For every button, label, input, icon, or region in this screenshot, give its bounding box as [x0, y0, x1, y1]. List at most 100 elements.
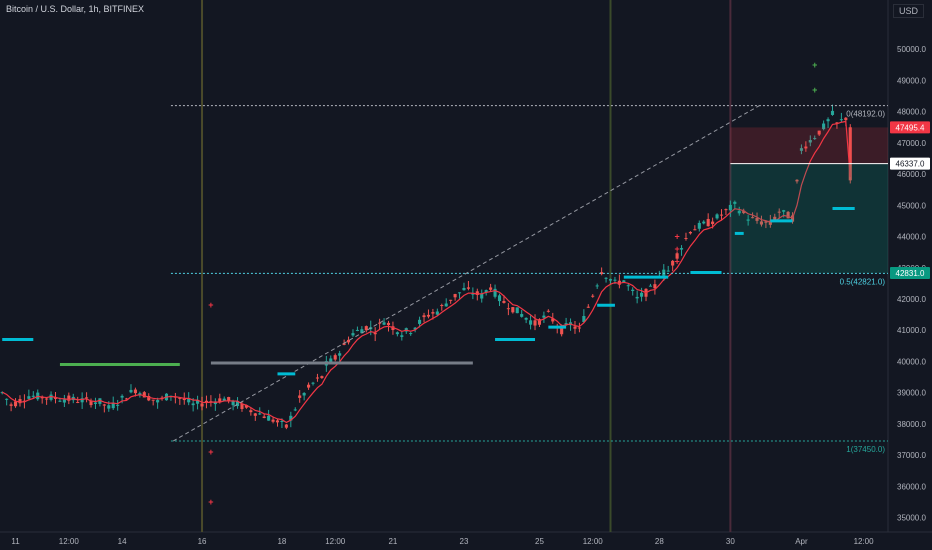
- candle-body: [351, 333, 355, 336]
- candle-body: [702, 221, 706, 224]
- candle-body: [422, 315, 426, 318]
- y-tick-label: 35000.0: [897, 514, 926, 523]
- candle-body: [511, 307, 515, 313]
- signal-marker: +: [674, 232, 679, 242]
- candle-body: [289, 415, 293, 421]
- candle-body: [466, 287, 470, 289]
- candle-body: [693, 229, 697, 231]
- candle-body: [227, 397, 231, 401]
- y-tick-label: 40000.0: [897, 357, 926, 366]
- candle-body: [848, 127, 852, 181]
- stop-loss-zone: [730, 127, 888, 164]
- candle-body: [622, 280, 626, 283]
- candle-body: [147, 395, 151, 401]
- candle-body: [662, 269, 666, 276]
- candle-body: [244, 405, 248, 408]
- session-line: [729, 0, 732, 532]
- candle-body: [76, 401, 80, 403]
- candle-body: [49, 394, 53, 400]
- candle-body: [80, 398, 84, 403]
- candle-body: [378, 322, 382, 324]
- candle-body: [311, 382, 315, 384]
- x-tick-label: 11: [11, 537, 20, 546]
- candle-body: [31, 395, 35, 397]
- candle-body: [444, 303, 448, 307]
- candle-body: [249, 410, 253, 413]
- trend-line: [172, 105, 760, 442]
- y-tick-label: 50000.0: [897, 45, 926, 54]
- candle-body: [786, 211, 790, 219]
- candle-body: [124, 398, 129, 400]
- x-tick-label: 23: [460, 537, 469, 546]
- candle-body: [755, 218, 759, 221]
- candle-body: [418, 319, 422, 324]
- candle-body: [271, 419, 275, 422]
- currency-unit-label[interactable]: USD: [892, 4, 924, 18]
- candle-body: [635, 296, 639, 299]
- candle-body: [200, 403, 204, 407]
- candle-body: [395, 332, 399, 335]
- candle-body: [307, 384, 311, 388]
- x-tick-label: 25: [535, 537, 544, 546]
- candle-body: [258, 413, 262, 415]
- candle-body: [715, 214, 719, 219]
- candle-body: [582, 315, 586, 323]
- y-tick-label: 36000.0: [897, 482, 926, 491]
- candle-body: [129, 389, 133, 393]
- y-tick-label: 44000.0: [897, 233, 926, 242]
- y-tick-label: 39000.0: [897, 389, 926, 398]
- candle-body: [93, 402, 98, 404]
- candle-body: [435, 311, 439, 315]
- candle-body: [733, 201, 737, 204]
- chart-title: Bitcoin / U.S. Dollar, 1h, BITFINEX: [6, 4, 145, 14]
- candle-body: [178, 397, 182, 399]
- candle-body: [697, 222, 701, 229]
- candle-body: [493, 288, 497, 297]
- candle-body: [53, 397, 58, 399]
- candle-body: [520, 314, 524, 317]
- candle-body: [360, 329, 364, 334]
- candle-body: [218, 398, 222, 403]
- y-tick-label: 47000.0: [897, 139, 926, 148]
- candle-body: [533, 320, 537, 326]
- candle-body: [346, 339, 351, 343]
- candle-body: [591, 295, 595, 297]
- signal-marker: +: [812, 60, 817, 70]
- candle-body: [515, 307, 519, 314]
- candle-body: [640, 292, 644, 297]
- candle-body: [400, 335, 404, 337]
- fib-level-label: 0(48192.0): [846, 110, 885, 119]
- candle-body: [142, 392, 146, 398]
- candle-body: [457, 292, 462, 294]
- candle-body: [13, 401, 18, 407]
- signal-marker: +: [208, 300, 213, 310]
- candle-body: [355, 329, 359, 331]
- y-tick-label: 45000.0: [897, 201, 926, 210]
- candle-body: [338, 353, 342, 356]
- candle-body: [333, 355, 337, 360]
- candle-body: [413, 327, 417, 330]
- candle-body: [426, 314, 431, 317]
- candle-body: [724, 209, 728, 211]
- candle-body: [773, 216, 777, 220]
- candle-body: [484, 290, 488, 293]
- price-tag-label: 42831.0: [896, 269, 925, 278]
- candle-body: [835, 122, 839, 124]
- candle-body: [537, 319, 542, 325]
- signal-marker: +: [208, 497, 213, 507]
- price-tag-box: [890, 121, 930, 134]
- candle-body: [85, 397, 89, 399]
- candle-body: [560, 326, 564, 335]
- candle-body: [102, 404, 106, 406]
- candle-body: [782, 210, 786, 212]
- candle-body: [253, 413, 257, 416]
- candle-body: [449, 299, 453, 301]
- candle-body: [822, 123, 826, 130]
- candle-body: [764, 221, 768, 223]
- candle-body: [320, 376, 324, 378]
- candle-body: [626, 285, 630, 287]
- candle-body: [648, 285, 653, 287]
- candle-body: [706, 218, 710, 227]
